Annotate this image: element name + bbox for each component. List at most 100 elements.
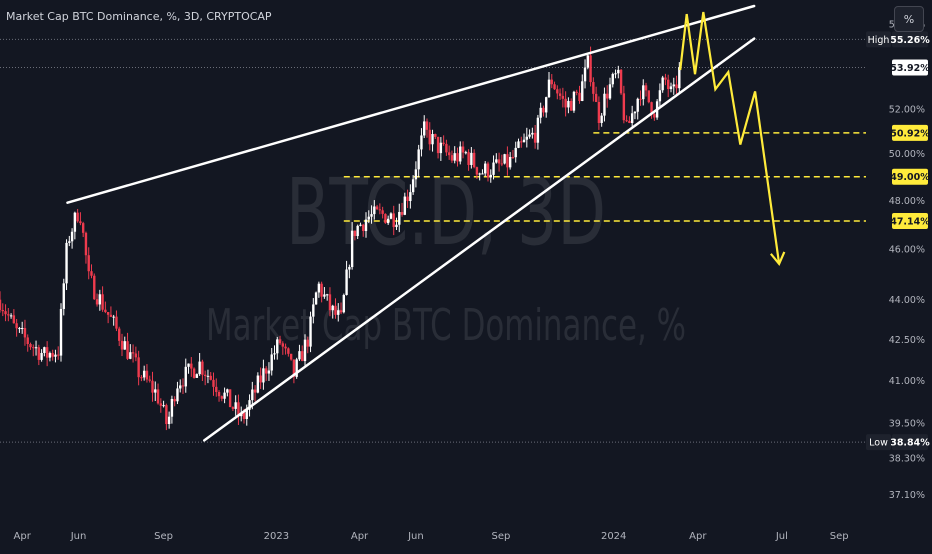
candle-body [364,219,368,232]
candle-body [51,353,54,357]
candle-body [312,304,315,317]
candles [0,46,681,431]
candle-body [636,98,639,112]
candle-body [481,173,484,175]
candle-body [104,309,107,313]
candle-body [195,374,199,378]
candle-body [533,132,537,143]
candle-body [303,339,307,362]
candle-body [508,157,512,168]
candle-body [428,129,431,145]
price-axis[interactable]: 56.00%52.00%50.00%48.00%46.00%44.00%42.5… [866,20,930,501]
candle-body [12,315,16,324]
candle-body [650,102,653,115]
candle-body [470,152,473,165]
candle-body [484,163,487,174]
candle-body [228,389,232,408]
candle-body [417,149,420,170]
candle-body [639,98,642,100]
candle-body [201,361,204,375]
candle-body [215,386,218,393]
candle-body [148,379,151,381]
time-tick-label: Apr [689,531,707,542]
candle-body [389,213,393,219]
candle-body [131,352,135,354]
candle-body [29,344,32,348]
candle-body [292,359,296,377]
time-tick-label: 2024 [601,531,626,542]
candle-body [325,294,329,296]
candle-body [137,357,140,378]
candle-body [142,370,146,378]
price-label-box [892,434,928,451]
candle-body [586,55,590,68]
candle-body [556,89,559,94]
candle-body [633,111,637,114]
candle-body [242,412,246,419]
candle-body [173,398,176,402]
candle-body [298,351,301,360]
candle-body [395,224,398,228]
candle-body [567,100,570,108]
price-tick-label: 46.00% [889,244,925,255]
candle-body [140,377,143,379]
time-axis[interactable]: Apr Jun Sep 2023 Apr Jun Sep 2024 Apr Jul Sep [14,531,849,542]
price-tick-label: 38.30% [889,454,925,465]
candle-body [362,224,365,232]
candle-body [445,143,448,153]
candle-body [309,316,312,347]
time-tick-label: Sep [492,531,511,542]
candle-body [54,354,57,357]
candle-body [162,405,165,407]
price-tag-label: High [868,35,890,46]
candle-body [159,403,163,406]
candle-body [118,328,121,341]
candle-body [472,152,476,168]
candle-body [611,74,614,85]
candle-body [392,213,395,228]
candle-body [87,255,90,272]
candle-body [522,139,526,143]
candle-body [617,69,620,74]
candle-body [106,312,110,315]
candle-body [497,159,501,164]
candle-body [217,392,221,397]
candle-body [167,416,171,425]
candle-body [503,154,506,164]
price-tick-label: 37.10% [889,490,925,501]
price-tag-box [866,434,891,451]
time-tick-label: Jun [407,531,424,542]
price-label-box [892,168,928,185]
percent-scale-button[interactable]: % [894,6,924,32]
candle-body [68,241,71,243]
price-tick-label: 44.00% [889,295,925,306]
candle-body [226,389,229,393]
candle-body [545,97,548,113]
candle-body [203,374,207,377]
watermark-name: Market Cap BTC Dominance, % [206,300,686,351]
candle-body [0,299,2,310]
candle-body [425,121,429,130]
watermark-symbol: BTC.D, 3D [286,159,606,266]
candle-body [212,379,215,387]
candle-body [489,174,492,178]
candle-body [581,81,584,101]
candle-body [320,283,323,297]
candle-body [583,67,587,82]
candle-body [678,67,681,89]
candle-body [73,212,77,232]
candle-body [486,163,490,178]
time-tick-label: Apr [14,531,32,542]
candle-body [342,294,346,313]
candle-body [15,323,18,329]
candle-body [644,85,648,91]
candle-body [209,375,212,380]
candle-body [267,370,271,374]
candle-body [608,84,612,99]
price-label-value: 55.26% [890,35,930,46]
candle-body [253,389,257,393]
candle-body [398,212,401,225]
